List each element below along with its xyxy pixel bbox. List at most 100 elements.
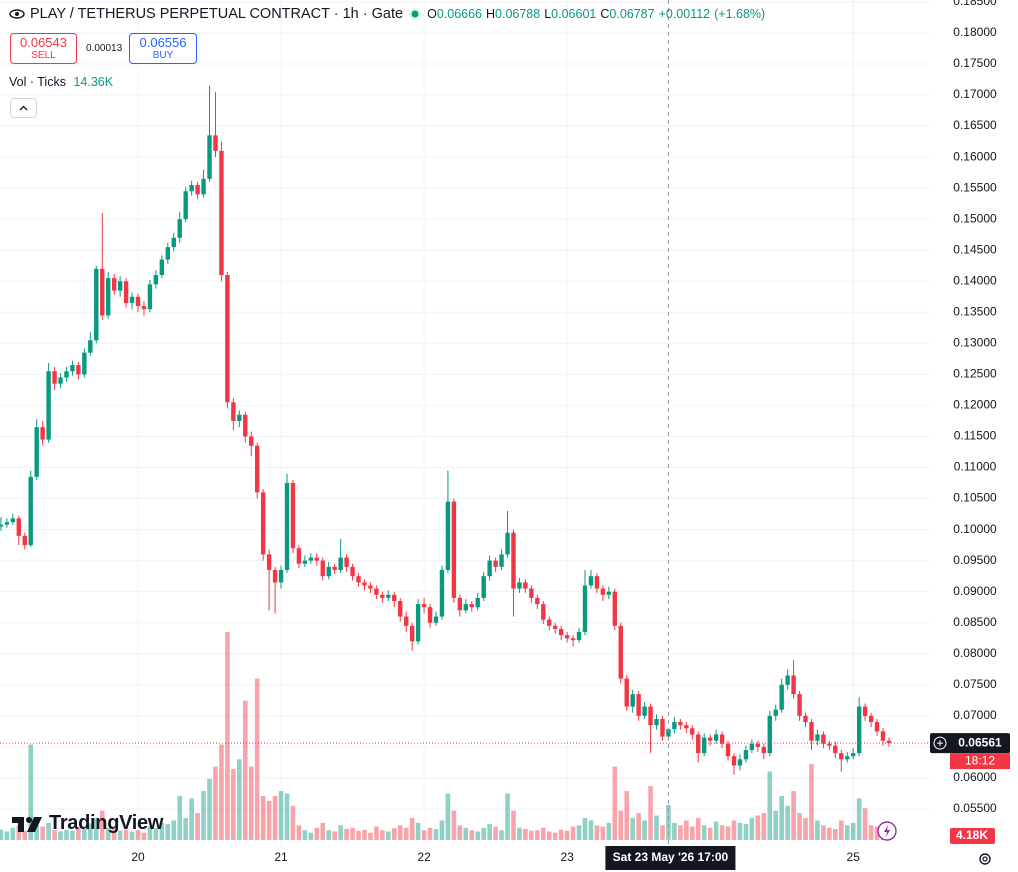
volume-bar xyxy=(737,822,743,840)
candle-body xyxy=(886,740,892,744)
spread: 0.00013 xyxy=(86,43,123,54)
volume-bar xyxy=(380,830,385,840)
volume-bar xyxy=(421,830,427,840)
candle-body xyxy=(469,604,474,608)
volume-bar xyxy=(201,791,206,840)
candle-body xyxy=(111,278,117,291)
volume-bar xyxy=(34,825,39,840)
candle-body xyxy=(290,483,296,549)
candle-body xyxy=(16,518,21,536)
volume-bar xyxy=(4,831,10,840)
candle-body xyxy=(719,734,725,744)
volume-bar xyxy=(672,822,677,840)
volume-bar xyxy=(791,791,796,840)
volume-bar xyxy=(296,825,302,840)
candle-body xyxy=(195,185,200,195)
volume-bar xyxy=(284,793,290,840)
candle-body xyxy=(171,237,176,248)
volume-bar xyxy=(189,798,194,840)
volume-bar xyxy=(463,827,469,840)
candle-body xyxy=(260,492,266,555)
y-tick-label: 0.08000 xyxy=(953,646,997,660)
buy-button[interactable]: 0.06556 BUY xyxy=(129,33,197,64)
volume-bar xyxy=(499,830,504,840)
volume-bar xyxy=(368,832,373,840)
candle-body xyxy=(827,743,832,746)
volume-bar xyxy=(469,830,475,840)
volume-bar xyxy=(344,828,349,840)
candle-body xyxy=(606,591,612,595)
x-tick-label: 20 xyxy=(131,850,145,864)
candle-body xyxy=(70,365,75,372)
candle-body xyxy=(815,734,820,741)
candle-body xyxy=(791,675,796,695)
volume-bar xyxy=(177,795,183,840)
candle-body xyxy=(243,414,248,437)
y-tick-label: 0.12500 xyxy=(953,367,997,381)
candle-body xyxy=(4,522,10,525)
volume-bar xyxy=(427,827,433,840)
crosshair-time-box xyxy=(605,846,736,870)
collapse-button[interactable] xyxy=(10,98,37,118)
candle-body xyxy=(696,734,701,754)
candle-body xyxy=(177,219,182,238)
volume-bar xyxy=(147,826,153,840)
candle-body xyxy=(660,718,665,737)
volume-bar xyxy=(242,700,248,840)
volume-bar xyxy=(159,822,165,840)
candle-body xyxy=(880,731,886,741)
volume-bar xyxy=(594,825,600,840)
volume-bar xyxy=(797,813,802,840)
volume-bar xyxy=(105,827,111,840)
volume-bar xyxy=(248,766,254,840)
volume-bar xyxy=(213,766,218,840)
sell-button[interactable]: 0.06543 SELL xyxy=(10,33,77,64)
volume-value: 14.36K xyxy=(73,75,114,89)
volume-bar xyxy=(707,827,713,840)
y-tick-label: 0.14000 xyxy=(953,273,997,287)
y-tick-label: 0.07500 xyxy=(953,677,997,691)
candle-body xyxy=(707,737,713,741)
y-tick-label: 0.17500 xyxy=(953,56,997,70)
lightning-button[interactable] xyxy=(876,820,898,842)
y-tick-label: 0.08500 xyxy=(953,615,997,629)
candle-body xyxy=(415,604,421,642)
candle-body xyxy=(523,582,528,589)
candle-body xyxy=(272,569,278,583)
candle-body xyxy=(219,150,224,276)
volume-bar xyxy=(761,813,767,840)
volume-bar xyxy=(582,817,588,840)
ohlc-key: C xyxy=(600,7,610,21)
volume-bar xyxy=(868,825,874,840)
candle-body xyxy=(129,296,135,303)
last-price-label: 0.06561 xyxy=(958,735,1002,749)
y-tick-label: 0.13500 xyxy=(953,304,997,318)
volume-bar xyxy=(874,826,880,840)
ohlc-key: H xyxy=(486,7,496,21)
y-tick-label: 0.11500 xyxy=(954,429,997,443)
ohlc-value: 0.06601 xyxy=(551,7,597,21)
candle-body xyxy=(499,554,504,567)
volume-bar xyxy=(636,813,641,840)
candle-body xyxy=(785,675,790,685)
candle-body xyxy=(368,585,373,589)
volume-bar xyxy=(684,820,689,840)
volume-bar xyxy=(93,817,99,840)
settings-button[interactable] xyxy=(976,850,994,868)
candle-body xyxy=(767,715,772,754)
volume-bar xyxy=(743,824,749,840)
buy-label: BUY xyxy=(152,50,174,61)
candle-body xyxy=(100,268,105,316)
candle-body xyxy=(737,759,743,766)
volume-bar xyxy=(439,820,445,840)
candle-body xyxy=(684,725,689,729)
volume-bar xyxy=(356,830,361,840)
volume-bar xyxy=(457,825,463,840)
candle-body xyxy=(308,557,314,561)
candle-body xyxy=(576,632,582,641)
candle-body xyxy=(409,625,415,642)
plot xyxy=(0,0,930,845)
candle-body xyxy=(356,576,361,583)
volume-bar xyxy=(445,793,451,840)
candle-body xyxy=(612,591,617,626)
